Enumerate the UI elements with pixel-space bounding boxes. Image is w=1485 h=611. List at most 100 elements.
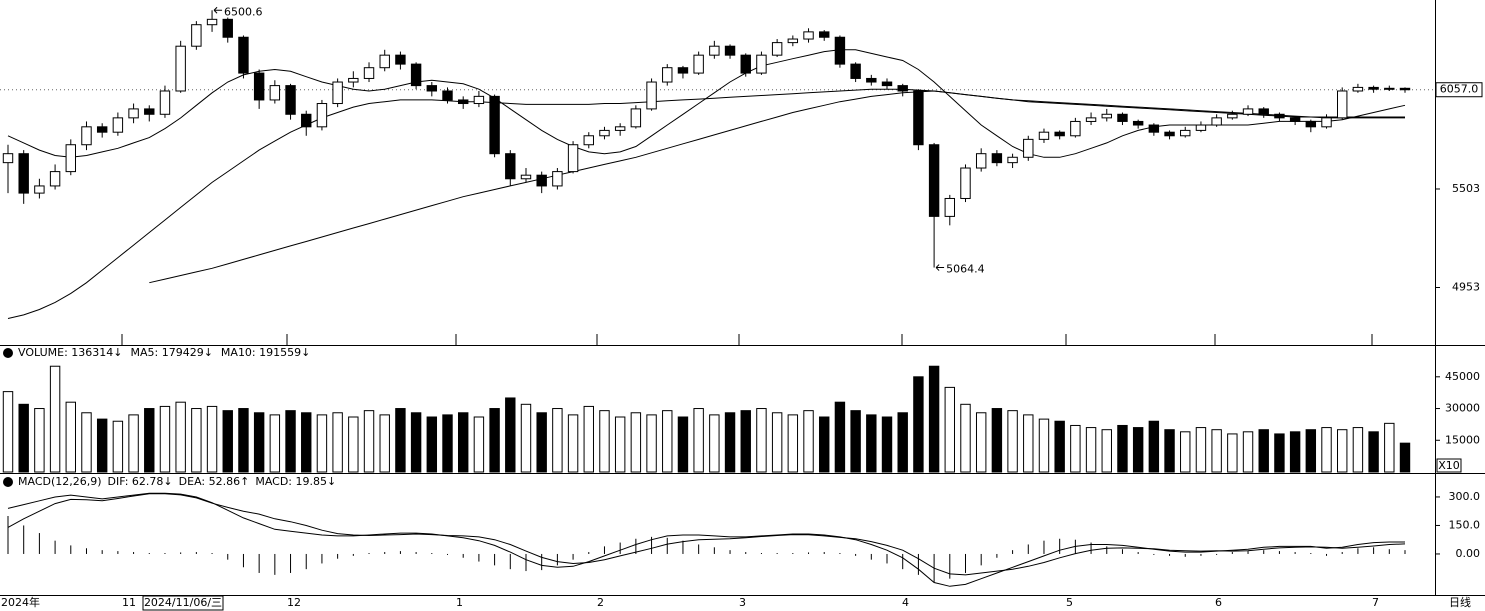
volume-bar	[819, 416, 830, 473]
y-tick-label: 4953	[1452, 281, 1480, 294]
candle-body	[1070, 120, 1081, 137]
y-tick-label: 15000	[1445, 433, 1480, 446]
candle-body	[1195, 124, 1207, 131]
candle-body	[693, 54, 704, 74]
candle-body	[1023, 138, 1034, 158]
volume-bar	[991, 408, 1003, 473]
volume-bar	[1337, 429, 1348, 473]
annotation: 6500.6	[224, 5, 263, 18]
candle-body	[128, 108, 139, 119]
volume-bar	[599, 410, 610, 473]
y-tick-label: 45000	[1445, 370, 1480, 383]
volume-bar	[379, 414, 390, 473]
volume-bar	[1085, 427, 1097, 473]
volume-bar	[693, 408, 704, 473]
candle-body	[960, 167, 971, 199]
volume-bar	[1101, 429, 1112, 473]
volume-bar	[65, 401, 76, 473]
candle-body	[803, 31, 814, 40]
volume-bar	[457, 412, 469, 473]
candle-body	[756, 54, 767, 74]
candle-body	[1258, 108, 1269, 115]
x-tick-label: 11	[122, 596, 136, 609]
volume-bar	[191, 408, 202, 473]
dea-line	[7, 493, 1406, 576]
candle-body	[819, 31, 830, 38]
candle-body	[520, 174, 532, 180]
volume-bar	[897, 412, 908, 473]
y-tick-label: 5503	[1452, 182, 1480, 195]
volume-bar	[301, 412, 312, 473]
volume-bar	[505, 397, 516, 473]
candle-body	[724, 45, 736, 56]
candle-body	[238, 36, 249, 74]
header-icon	[3, 348, 13, 358]
volume-bar	[740, 410, 751, 473]
volume-bar	[1038, 418, 1050, 473]
candle-body	[49, 171, 61, 187]
x-tick-label: 1	[456, 596, 463, 609]
x-tick-label: 3	[739, 596, 746, 609]
candle-body	[159, 90, 171, 115]
x-tick-label: 5	[1066, 596, 1073, 609]
unit-label: X10	[1438, 459, 1460, 472]
candle-body	[850, 63, 861, 79]
volume-bar	[975, 412, 987, 473]
annotation-arrow	[935, 264, 945, 271]
candle-body	[473, 95, 485, 105]
volume-bar	[222, 410, 233, 473]
volume-bar	[787, 414, 799, 473]
candle-body	[599, 129, 610, 137]
candle-body	[18, 153, 29, 194]
last-price-label: 6057.0	[1440, 83, 1479, 96]
volume-bar	[81, 412, 92, 473]
volume-bar	[395, 408, 406, 473]
volume-bar	[332, 412, 343, 473]
volume-bar	[1070, 424, 1081, 473]
x-tick-label: 2	[597, 596, 604, 609]
candle-body	[1352, 86, 1364, 92]
macd-header: MACD(12,26,9)	[18, 475, 102, 488]
candle-body	[1227, 113, 1238, 119]
volume-bar	[128, 414, 139, 473]
volume-bar	[1007, 410, 1018, 473]
volume-bar	[1321, 427, 1332, 473]
volume-bar	[630, 412, 642, 473]
candle-body	[913, 90, 924, 146]
candle-body	[379, 54, 390, 69]
candle-body	[567, 144, 579, 173]
candle-body	[348, 77, 359, 83]
candle-body	[206, 18, 218, 26]
candle-body	[1321, 117, 1332, 128]
volume-bar	[2, 391, 14, 473]
volume-bar	[724, 412, 736, 473]
candle-body	[787, 38, 799, 44]
volume-bar	[662, 410, 673, 473]
volume-bar	[1054, 420, 1065, 473]
volume-bar	[34, 408, 45, 473]
candle-body	[881, 81, 893, 87]
candle-body	[65, 144, 76, 173]
candle-body	[1007, 156, 1018, 164]
volume-bar	[316, 414, 328, 473]
volume-bar	[583, 405, 594, 473]
volume-bar	[944, 386, 956, 473]
volume-bar	[1399, 442, 1411, 473]
volume-bar	[834, 401, 846, 473]
volume-bar	[159, 405, 171, 473]
volume-bar	[1180, 431, 1191, 473]
candle-body	[928, 144, 940, 217]
candle-body	[144, 108, 155, 115]
volume-bar	[520, 403, 532, 473]
volume-bar	[426, 416, 438, 473]
volume-bar	[1352, 427, 1364, 473]
volume-bar	[473, 416, 485, 473]
volume-bar	[238, 408, 249, 473]
volume-bar	[913, 376, 924, 473]
volume-bar	[1164, 429, 1175, 473]
candle-body	[442, 90, 453, 101]
candle-body	[34, 185, 45, 194]
volume-bar	[1368, 431, 1379, 473]
candle-body	[897, 85, 908, 92]
dif-line	[7, 492, 1405, 587]
